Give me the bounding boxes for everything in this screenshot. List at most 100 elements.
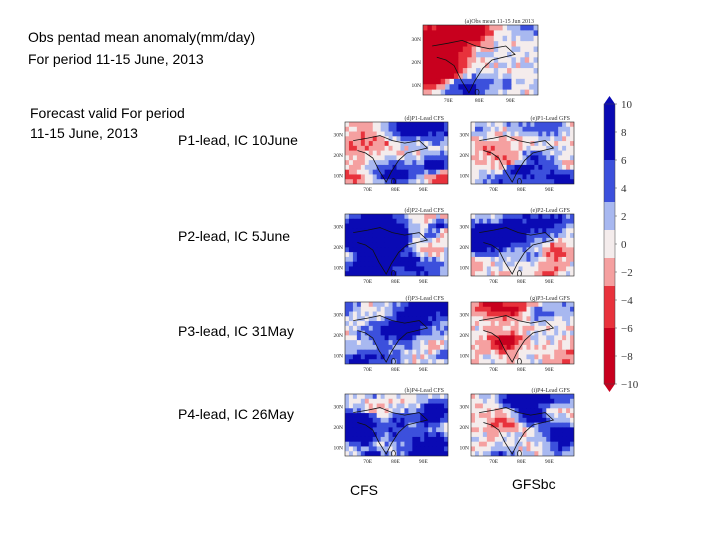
colorbar-band xyxy=(604,356,615,371)
colorbar-tick-label: 0 xyxy=(621,239,627,251)
coastline-island xyxy=(517,178,522,184)
column-label-gfsbc: GFSbc xyxy=(512,476,556,492)
lat-tick-label: 10N xyxy=(460,173,470,179)
panel-title: (d)P1-Lead CFS xyxy=(405,115,445,122)
lat-tick-label: 30N xyxy=(460,224,470,230)
obs-title-line1: Obs pentad mean anomaly(mm/day) xyxy=(28,29,256,45)
map-frame xyxy=(344,301,449,365)
colorbar-band xyxy=(604,146,615,161)
map-panel-obs: (a)Obs mean 11-15 Jun 2013 30N 20N 10N 70E 80… xyxy=(412,18,539,104)
lat-tick-label: 10N xyxy=(460,353,470,359)
lon-tick-label: 90E xyxy=(506,98,516,104)
map-frame xyxy=(344,213,449,277)
forecast-label-line2: 11-15 June, 2013 xyxy=(30,125,138,141)
colorbar: 10 8 6 4 2 0 −2 −4 −6 −8 −10 xyxy=(603,96,639,392)
lon-tick-label: 70E xyxy=(444,98,454,104)
colorbar-band xyxy=(604,244,615,259)
panel-title: (e)P1-Lead GFS xyxy=(531,115,571,122)
lat-tick-label: 10N xyxy=(334,353,344,359)
lon-tick-label: 80E xyxy=(517,459,527,465)
lat-tick-label: 10N xyxy=(412,83,422,89)
lon-tick-label: 80E xyxy=(391,279,401,285)
lat-tick-label: 20N xyxy=(334,153,344,159)
map-frame xyxy=(470,393,575,457)
panel-title: (f)P3-Lead CFS xyxy=(406,295,445,302)
obs-title-line2: For period 11-15 June, 2013 xyxy=(28,51,204,67)
panel-title: (g)P3-Lead GFS xyxy=(530,295,570,302)
colorbar-band xyxy=(604,202,615,217)
lon-tick-label: 90E xyxy=(419,279,429,285)
map-frame xyxy=(470,121,575,185)
lat-tick-label: 20N xyxy=(334,425,344,431)
lat-tick-label: 10N xyxy=(460,265,470,271)
coastline xyxy=(479,407,555,455)
map-panel-r1c1: (e)P2-Lead GFS 30N 20N 10N 70E 80E 90E xyxy=(460,207,575,285)
colorbar-band xyxy=(604,328,615,343)
panel-title: (i)P4-Lead GFS xyxy=(532,387,571,394)
lon-tick-label: 80E xyxy=(391,459,401,465)
lon-tick-label: 70E xyxy=(489,279,499,285)
row-label-p1: P1-lead, IC 10June xyxy=(178,132,298,148)
colorbar-band xyxy=(604,104,615,119)
forecast-label-line1: Forecast valid For period xyxy=(30,105,185,121)
lon-tick-label: 90E xyxy=(545,279,555,285)
coastline-island xyxy=(391,358,396,364)
lat-tick-label: 30N xyxy=(460,312,470,318)
map-panel-r2c1: (g)P3-Lead GFS 30N 20N 10N 70E 80E 90E xyxy=(460,295,575,373)
map-panel-r2c0: (f)P3-Lead CFS 30N 20N 10N 70E 80E 90E xyxy=(334,295,449,373)
colorbar-bottom-arrow xyxy=(604,384,615,392)
anomaly-field xyxy=(471,214,574,276)
lon-tick-label: 80E xyxy=(517,279,527,285)
lat-tick-label: 20N xyxy=(460,333,470,339)
lon-tick-label: 90E xyxy=(419,187,429,193)
colorbar-tick-label: −4 xyxy=(621,295,633,307)
lon-tick-label: 80E xyxy=(391,367,401,373)
colorbar-tick-label: −2 xyxy=(621,267,633,279)
lon-tick-label: 90E xyxy=(545,367,555,373)
colorbar-tick-label: 10 xyxy=(621,99,633,111)
lon-tick-label: 70E xyxy=(489,367,499,373)
panel-title: (e)P2-Lead GFS xyxy=(531,207,571,214)
anomaly-field xyxy=(471,122,574,184)
coastline-island xyxy=(391,450,396,456)
panel-title: (d)P2-Lead CFS xyxy=(405,207,445,214)
lon-tick-label: 70E xyxy=(489,187,499,193)
lon-tick-label: 70E xyxy=(363,459,373,465)
colorbar-band xyxy=(604,132,615,147)
coastline xyxy=(479,315,555,363)
lat-tick-label: 30N xyxy=(334,132,344,138)
lat-tick-label: 10N xyxy=(460,445,470,451)
panel-title: (h)P4-Lead CFS xyxy=(405,387,445,394)
coastline xyxy=(479,135,555,183)
colorbar-band xyxy=(604,216,615,231)
map-frame xyxy=(344,393,449,457)
map-frame xyxy=(470,301,575,365)
colorbar-band xyxy=(604,188,615,203)
anomaly-field xyxy=(345,394,448,456)
colorbar-band xyxy=(604,272,615,287)
colorbar-tick-label: −10 xyxy=(621,379,639,391)
lon-tick-label: 80E xyxy=(517,367,527,373)
anomaly-field xyxy=(345,214,448,276)
colorbar-band xyxy=(604,314,615,329)
colorbar-band xyxy=(604,174,615,189)
lat-tick-label: 20N xyxy=(334,245,344,251)
colorbar-tick-label: 2 xyxy=(621,211,627,223)
lon-tick-label: 70E xyxy=(363,279,373,285)
colorbar-tick-label: −8 xyxy=(621,351,633,363)
row-label-p4: P4-lead, IC 26May xyxy=(178,406,294,422)
lon-tick-label: 90E xyxy=(419,367,429,373)
colorbar-top-arrow xyxy=(604,96,615,104)
colorbar-band xyxy=(604,230,615,245)
lat-tick-label: 10N xyxy=(334,445,344,451)
lon-tick-label: 70E xyxy=(363,187,373,193)
lat-tick-label: 30N xyxy=(334,312,344,318)
lon-tick-label: 70E xyxy=(363,367,373,373)
colorbar-band xyxy=(604,118,615,133)
anomaly-field xyxy=(471,302,574,364)
colorbar-tick-label: 6 xyxy=(621,155,627,167)
coastline-island xyxy=(517,358,522,364)
coastline-island xyxy=(474,88,480,95)
lat-tick-label: 30N xyxy=(460,132,470,138)
anomaly-field xyxy=(345,302,448,364)
